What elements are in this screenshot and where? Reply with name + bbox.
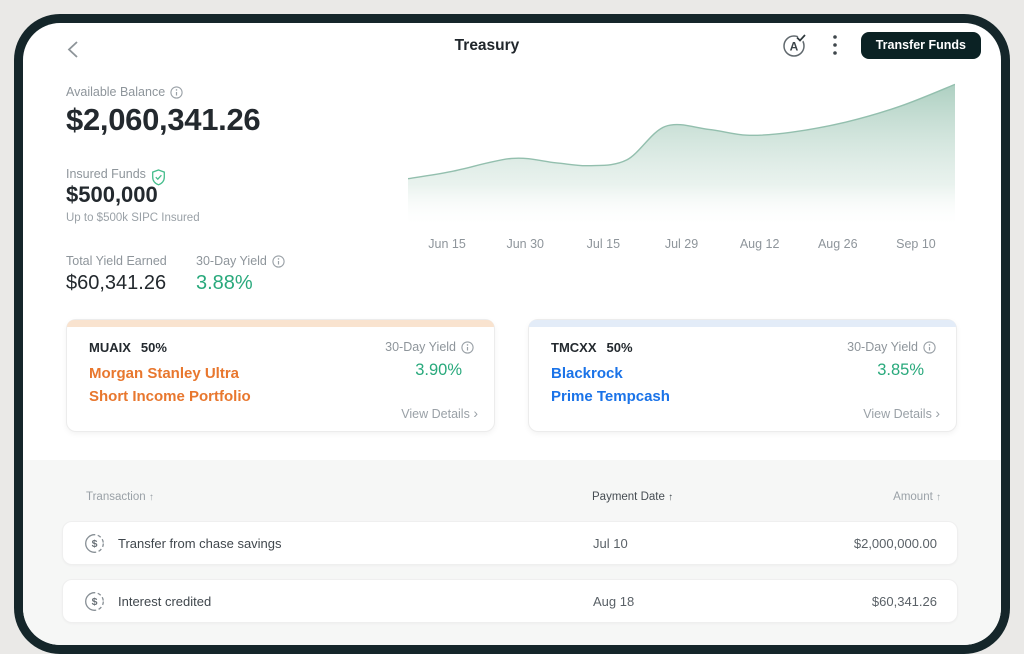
card-accent-strip (67, 320, 494, 327)
available-balance-value: $2,060,341.26 (66, 102, 261, 137)
kebab-menu-icon[interactable] (821, 31, 849, 59)
fund-ticker: MUAIX (89, 340, 131, 355)
card-accent-strip (529, 320, 956, 327)
fund-ticker-row: MUAIX 50% (89, 340, 474, 355)
transaction-date: Aug 18 (593, 593, 635, 609)
fund-yield-value: 3.85% (877, 361, 924, 379)
column-header-payment-date[interactable]: Payment Date ↑ (592, 491, 674, 503)
fund-yield-block: 30-Day Yield 3.85% (847, 340, 936, 380)
page-title: Treasury (454, 37, 520, 54)
axis-tick: Jul 15 (586, 237, 621, 251)
info-icon[interactable] (923, 340, 936, 354)
shield-check-icon (151, 169, 165, 186)
svg-text:$: $ (92, 596, 98, 608)
fund-yield-block: 30-Day Yield 3.90% (385, 340, 474, 380)
sort-asc-icon: ↑ (148, 492, 154, 503)
axis-tick: Sep 10 (896, 237, 936, 251)
fund-card-tmcxx[interactable]: TMCXX 50% Blackrock Prime Tempcash 30-Da… (528, 319, 957, 432)
column-header-amount[interactable]: Amount ↑ (893, 491, 941, 503)
fund-card-muaix[interactable]: MUAIX 50% Morgan Stanley Ultra Short Inc… (66, 319, 495, 432)
view-details-button[interactable]: View Details › (863, 405, 940, 421)
chart-x-axis: Jun 15 Jun 30 Jul 15 Jul 29 Aug 12 Aug 2… (408, 237, 955, 251)
transfer-funds-button[interactable]: Transfer Funds (860, 31, 981, 59)
thirty-day-yield-value: 3.88% (196, 272, 253, 294)
info-icon[interactable] (272, 254, 285, 268)
transaction-amount: $60,341.26 (871, 593, 937, 609)
transactions-section: Transaction ↑ Payment Date ↑ Amount ↑ $ … (23, 460, 1001, 645)
sort-asc-icon: ↑ (668, 492, 674, 503)
transaction-amount: $2,000,000.00 (853, 535, 937, 551)
auto-approve-icon[interactable]: A (781, 31, 809, 59)
sipc-note: Up to $500k SIPC Insured (66, 212, 200, 224)
axis-tick: Jun 15 (428, 237, 466, 251)
chevron-right-icon: › (473, 405, 478, 421)
thirty-day-yield-label: 30-Day Yield (196, 254, 285, 268)
svg-text:A: A (789, 40, 798, 54)
money-transfer-icon: $ (85, 591, 104, 611)
fund-allocation: 50% (606, 340, 633, 355)
total-yield-earned-value: $60,341.26 (66, 272, 167, 294)
transaction-row[interactable]: $ Transfer from chase savings Jul 10 $2,… (62, 521, 958, 565)
device-frame: Treasury A Transfer Funds A (14, 14, 1010, 654)
chevron-left-icon (67, 41, 78, 58)
sort-asc-icon: ↑ (936, 492, 941, 503)
fund-ticker: TMCXX (551, 340, 597, 355)
app-window: Treasury A Transfer Funds A (23, 23, 1001, 645)
insured-funds-label: Insured Funds (66, 165, 166, 186)
transaction-name: Transfer from chase savings (118, 535, 282, 551)
fund-name: Blackrock Prime Tempcash (551, 365, 670, 405)
view-details-button[interactable]: View Details › (401, 405, 478, 421)
fund-yield-value: 3.90% (415, 361, 462, 379)
fund-allocation: 50% (140, 340, 167, 355)
transaction-row[interactable]: $ Interest credited Aug 18 $60,341.26 (62, 579, 958, 623)
info-icon[interactable] (461, 340, 474, 354)
header-actions: A Transfer Funds (781, 31, 981, 59)
transaction-date: Jul 10 (593, 535, 628, 551)
available-balance-label: Available Balance (66, 85, 183, 99)
info-icon[interactable] (170, 85, 183, 99)
total-yield-earned-label: Total Yield Earned (66, 254, 167, 268)
money-transfer-icon: $ (85, 533, 104, 553)
transaction-name: Interest credited (118, 593, 212, 609)
fund-name: Morgan Stanley Ultra Short Income Portfo… (89, 365, 251, 405)
balance-area-chart (408, 83, 955, 228)
back-button[interactable] (63, 33, 95, 65)
fund-ticker-row: TMCXX 50% (551, 340, 936, 355)
chevron-right-icon: › (935, 405, 940, 421)
column-header-transaction[interactable]: Transaction ↑ (86, 491, 154, 503)
axis-tick: Aug 12 (739, 237, 780, 251)
axis-tick: Jul 29 (664, 237, 699, 251)
axis-tick: Aug 26 (817, 237, 858, 251)
svg-text:$: $ (92, 538, 98, 550)
axis-tick: Jun 30 (506, 237, 544, 251)
insured-funds-value: $500,000 (66, 182, 158, 207)
